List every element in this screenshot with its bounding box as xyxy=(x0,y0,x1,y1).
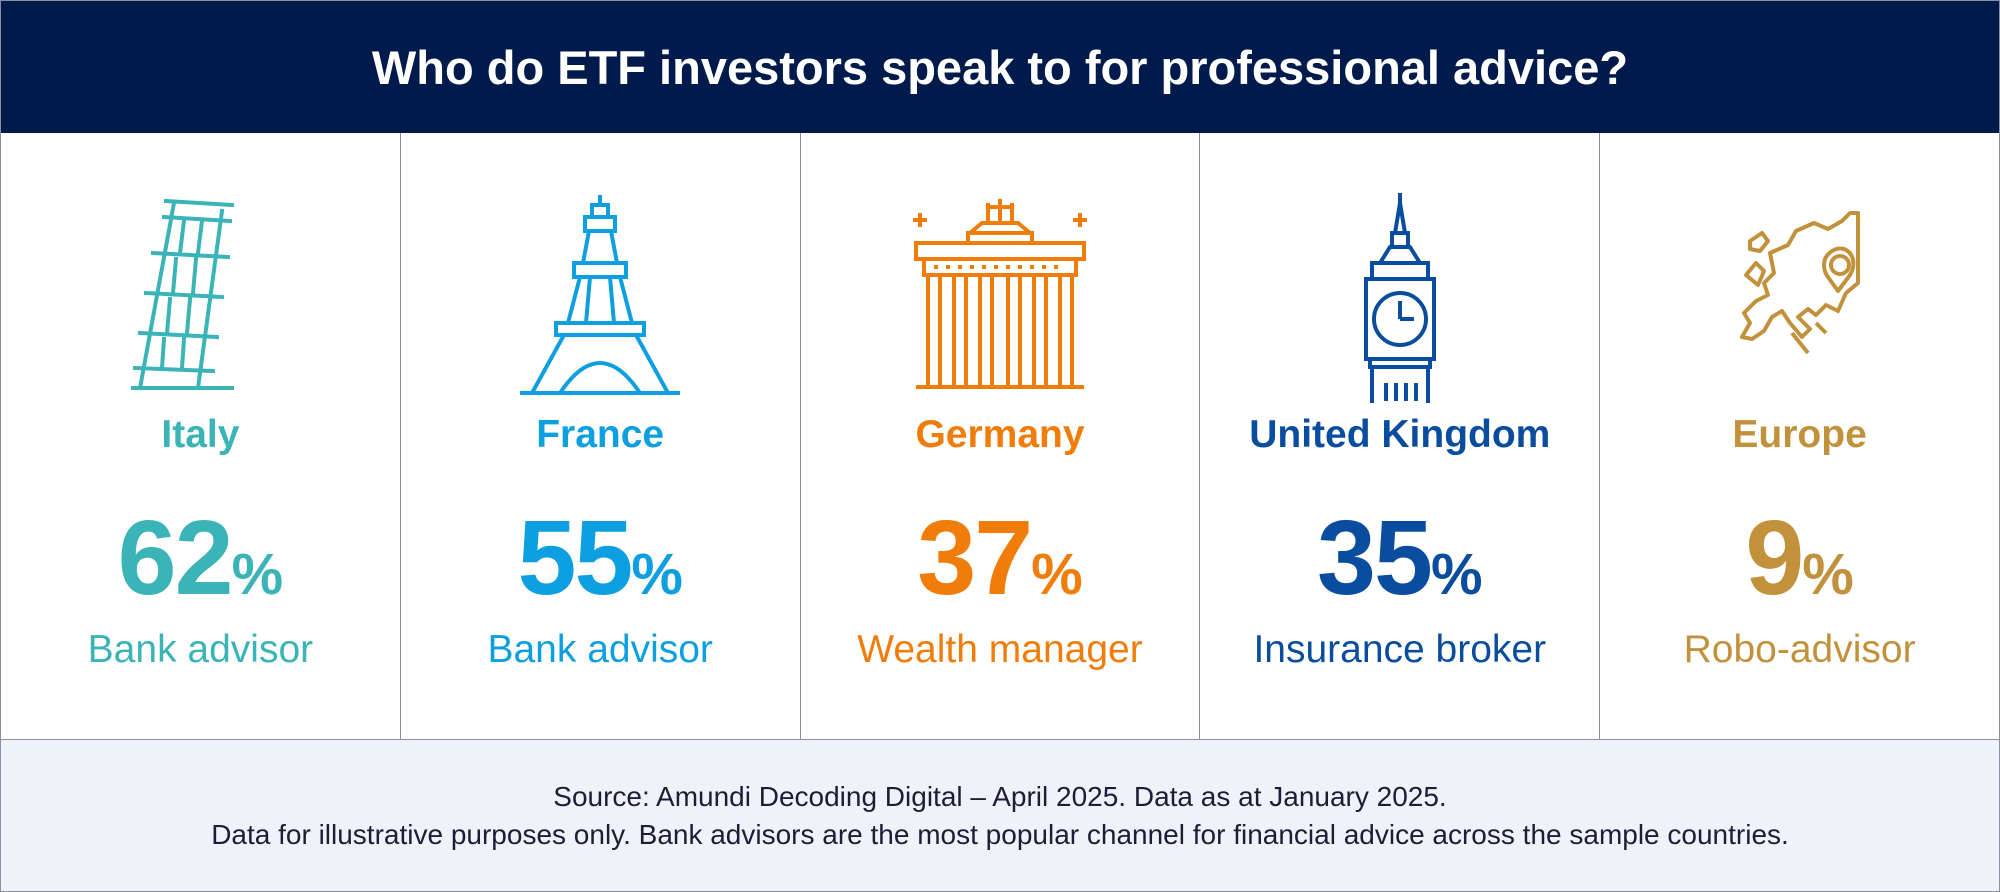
stat-unit: % xyxy=(631,542,683,607)
stat-number: 62 xyxy=(117,499,234,617)
stat-unit: % xyxy=(1430,542,1483,607)
country-name: France xyxy=(536,413,665,456)
source-note: Source: Amundi Decoding Digital – April … xyxy=(553,780,1447,812)
advice-channel: Robo-advisor xyxy=(1683,628,1916,671)
panel-united-kingdom: United Kingdom 35% Insurance broker xyxy=(1200,133,1601,739)
advice-channel: Insurance broker xyxy=(1253,628,1547,671)
country-name: Europe xyxy=(1732,413,1867,456)
stat-value: 62% xyxy=(1,505,400,611)
europe-map-pin-icon xyxy=(1690,193,1910,403)
stat-value: 55% xyxy=(401,505,800,611)
advice-channel: Bank advisor xyxy=(87,628,314,671)
panel-france: France 55% Bank advisor xyxy=(401,133,801,739)
panel-italy: Italy 62% Bank advisor xyxy=(1,133,401,739)
stat-value: 35% xyxy=(1200,505,1599,611)
eiffel-tower-icon xyxy=(490,193,710,403)
advice-channel: Bank advisor xyxy=(487,628,713,671)
stat-number: 55 xyxy=(517,499,633,617)
stat-unit: % xyxy=(1031,542,1083,607)
country-name: United Kingdom xyxy=(1249,413,1551,456)
country-name: Germany xyxy=(915,413,1085,456)
panel-germany: Germany 37% Wealth manager xyxy=(801,133,1201,739)
stat-number: 37 xyxy=(917,499,1033,617)
stat-value: 37% xyxy=(801,505,1200,611)
stat-unit: % xyxy=(231,542,284,607)
country-name: Italy xyxy=(161,413,240,456)
leaning-tower-of-pisa-icon xyxy=(90,193,310,403)
disclaimer-note: Data for illustrative purposes only. Ban… xyxy=(211,818,1789,850)
big-ben-icon xyxy=(1290,193,1510,403)
country-panels: Italy 62% Bank advisor xyxy=(1,133,1999,739)
advice-channel: Wealth manager xyxy=(857,628,1143,671)
page-title: Who do ETF investors speak to for profes… xyxy=(1,1,1999,133)
stat-unit: % xyxy=(1802,542,1854,607)
brandenburg-gate-icon xyxy=(890,193,1110,403)
stat-number: 35 xyxy=(1317,499,1433,617)
panel-europe: Europe 9% Robo-advisor xyxy=(1600,133,1999,739)
footer-notes: Source: Amundi Decoding Digital – April … xyxy=(1,739,1999,891)
stat-number: 9 xyxy=(1745,499,1804,617)
stat-value: 9% xyxy=(1600,505,1999,611)
